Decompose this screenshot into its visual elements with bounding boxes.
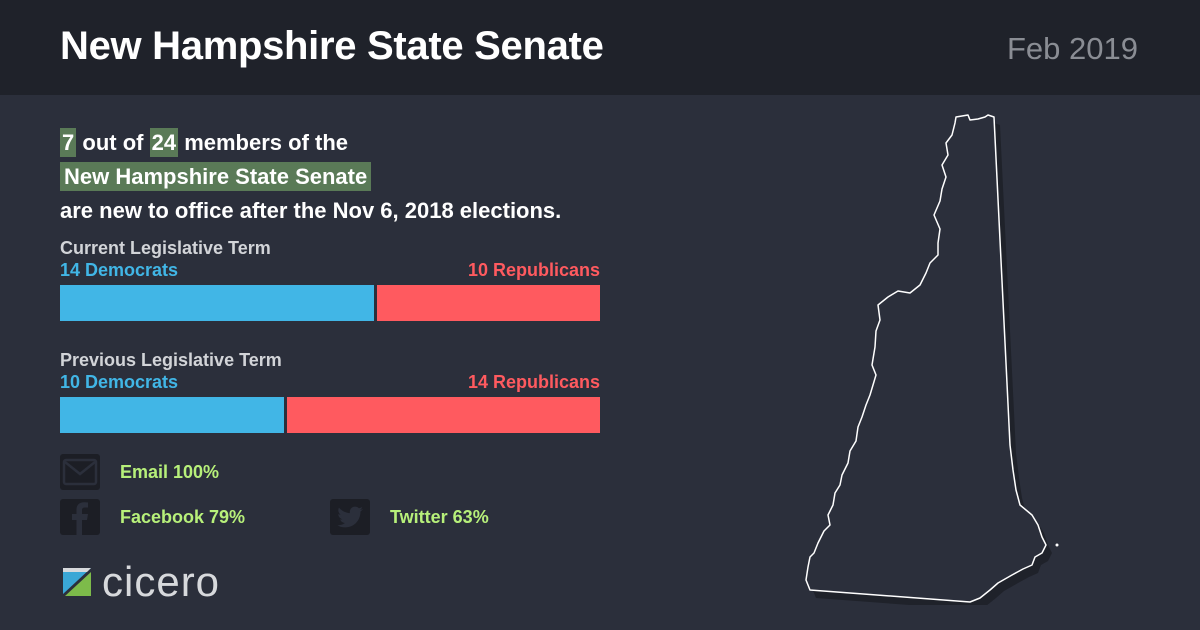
intro-text: 7 out of 24 members of the New Hampshire…	[60, 126, 680, 228]
twitter-percentage: Twitter 63%	[390, 506, 489, 527]
twitter-icon	[330, 499, 370, 535]
header-bar: New Hampshire State Senate Feb 2019	[0, 0, 1200, 95]
previous-term-section: Previous Legislative Term 10 Democrats 1…	[60, 350, 600, 433]
previous-dem-count: 10 Democrats	[60, 372, 179, 392]
current-term-party-row: 14 Democrats 10 Republicans	[60, 260, 600, 282]
intro-line-3: are new to office after the Nov 6, 2018 …	[60, 198, 562, 223]
cicero-wordmark: cicero	[102, 558, 221, 605]
previous-rep-count: 14 Republicans	[467, 372, 600, 392]
current-term-bar	[60, 285, 600, 321]
previous-term-bar	[60, 397, 600, 433]
legislative-body-name: New Hampshire State Senate	[60, 162, 372, 191]
current-term-section: Current Legislative Term 14 Democrats 10…	[60, 238, 600, 321]
envelope-icon	[60, 454, 100, 490]
state-outline	[805, 114, 1047, 603]
island-dot	[1055, 543, 1059, 547]
previous-term-party-row: 10 Democrats 14 Republicans	[60, 372, 600, 394]
total-member-count: 24	[149, 128, 179, 157]
twitter-stat: Twitter 63%	[330, 499, 489, 535]
previous-term-label: Previous Legislative Term	[60, 350, 282, 370]
previous-rep-segment	[287, 397, 600, 433]
intro-members-of-the: members of the	[184, 130, 349, 155]
email-percentage: Email 100%	[120, 461, 220, 482]
page-title: New Hampshire State Senate	[60, 24, 604, 68]
intro-out-of: out of	[82, 130, 144, 155]
new-hampshire-map	[805, 114, 1059, 605]
new-member-count: 7	[60, 128, 77, 157]
facebook-stat: Facebook 79%	[60, 499, 245, 535]
previous-dem-segment	[60, 397, 284, 433]
cicero-logo-mark-icon	[63, 568, 91, 596]
facebook-icon	[60, 499, 100, 535]
intro-line-1: 7 out of 24 members of the	[60, 126, 680, 160]
current-dem-segment	[60, 285, 374, 321]
intro-line-2: New Hampshire State Senate	[60, 160, 680, 194]
facebook-percentage: Facebook 79%	[120, 506, 246, 527]
email-stat: Email 100%	[60, 454, 219, 490]
cicero-logo: cicero	[60, 558, 221, 605]
current-dem-count: 14 Democrats	[60, 260, 179, 280]
date-label: Feb 2019	[1007, 31, 1138, 66]
current-rep-count: 10 Republicans	[467, 260, 600, 280]
current-rep-segment	[377, 285, 600, 321]
current-term-label: Current Legislative Term	[60, 238, 271, 258]
